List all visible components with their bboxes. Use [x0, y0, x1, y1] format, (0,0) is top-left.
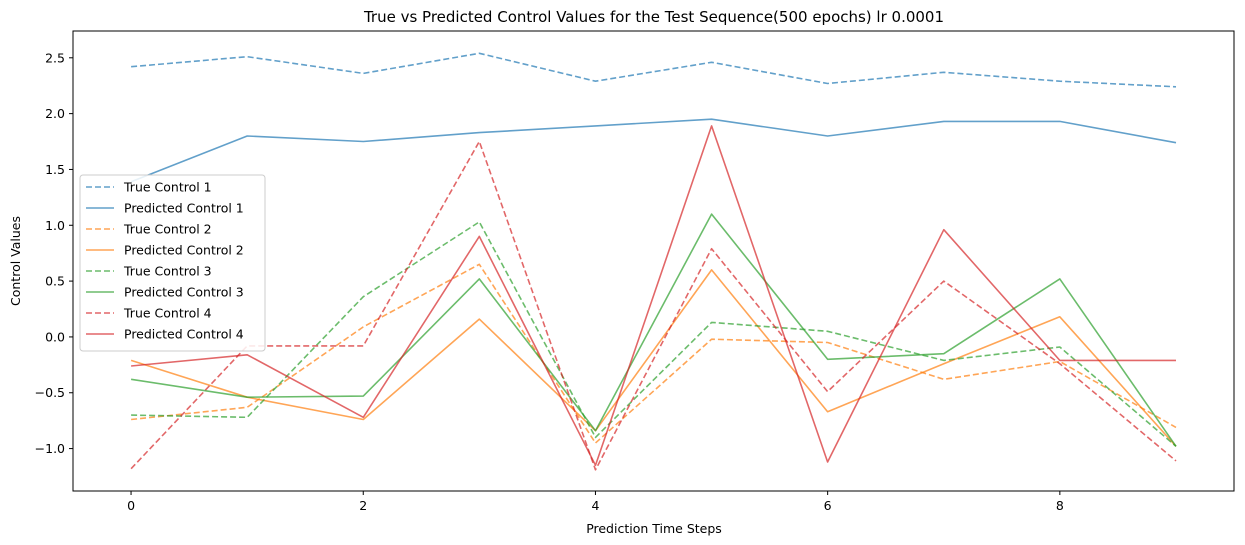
chart-title: True vs Predicted Control Values for the… — [363, 8, 944, 26]
series-layer — [130, 52, 1177, 471]
y-axis: −1.0 −0.5 0.0 0.5 1.0 1.5 2.0 2.5 — [35, 50, 73, 456]
y-tick-label: 2.5 — [45, 50, 65, 65]
x-tick-label: 0 — [127, 498, 135, 513]
series-line-8 — [131, 125, 1176, 467]
x-axis: 0 2 4 6 8 — [127, 491, 1064, 513]
series-line-6 — [130, 213, 1177, 447]
y-tick-label: 0.5 — [45, 274, 65, 289]
series-line-4 — [130, 269, 1177, 447]
legend-label: True Control 2 — [123, 222, 212, 237]
legend-label: Predicted Control 3 — [124, 285, 244, 300]
x-tick-label: 4 — [591, 498, 599, 513]
legend-label: Predicted Control 2 — [124, 243, 244, 258]
y-tick-label: 1.5 — [45, 162, 65, 177]
legend-label: Predicted Control 4 — [124, 327, 244, 342]
x-axis-label: Prediction Time Steps — [586, 521, 722, 536]
y-tick-label: −0.5 — [35, 385, 65, 400]
y-tick-label: 1.0 — [45, 218, 65, 233]
legend-box — [79, 174, 266, 352]
y-tick-label: 2.0 — [45, 106, 65, 121]
series-line-5 — [131, 221, 1177, 447]
series-line-1 — [131, 52, 1177, 88]
y-tick-label: −1.0 — [35, 441, 65, 456]
y-axis-label: Control Values — [8, 216, 23, 306]
plot-frame — [72, 30, 1235, 492]
legend-label: True Control 4 — [123, 306, 212, 321]
legend-label: True Control 1 — [123, 180, 212, 195]
x-tick-label: 2 — [359, 498, 367, 513]
legend-label: Predicted Control 1 — [124, 201, 244, 216]
legend: True Control 1 Predicted Control 1 True Co… — [79, 174, 266, 352]
x-tick-label: 8 — [1056, 498, 1064, 513]
y-tick-label: 0.0 — [45, 329, 65, 344]
x-tick-label: 6 — [824, 498, 832, 513]
series-line-3 — [131, 263, 1177, 444]
series-line-2 — [130, 118, 1177, 183]
series-line-7 — [130, 140, 1177, 471]
legend-label: True Control 3 — [123, 264, 212, 279]
